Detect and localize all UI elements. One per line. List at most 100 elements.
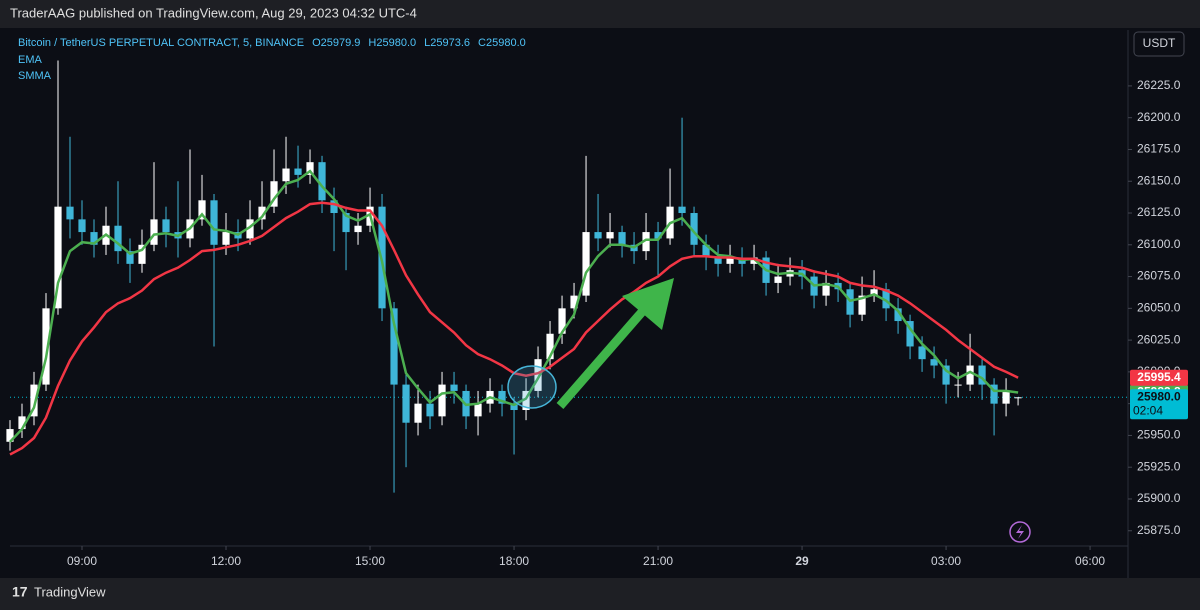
top-bar [0,0,1200,28]
candle-body [438,384,446,417]
ohlc: H25980.0 [368,37,416,49]
candle-body [198,200,206,220]
candle-body [126,251,134,264]
candle-body [654,232,662,239]
symbol-header: Bitcoin / TetherUS PERPETUAL CONTRACT, 5… [18,37,526,49]
candle-body [306,162,314,175]
y-tick-label: 25950.0 [1137,428,1181,442]
indicator-price-label-box [1130,369,1188,386]
currency[interactable]: USDT [1143,36,1176,50]
candle-body [1014,397,1022,399]
candle-body [750,257,758,264]
x-tick-label: 09:00 [67,554,97,568]
y-tick-label: 26225.0 [1137,78,1181,92]
y-tick-label: 26125.0 [1137,205,1181,219]
candle-body [90,232,98,245]
candle-body [918,346,926,360]
candle-body [690,213,698,245]
annotation-arrow [556,302,652,409]
candle-body [42,308,50,385]
candle-body [882,289,890,309]
candle-body [210,200,218,245]
candle-body [702,244,710,258]
candle-body [978,365,986,385]
candle-body [930,359,938,366]
candle-body [258,206,266,220]
publisher: TraderAAG published on TradingView.com, … [10,5,417,20]
candle-body [894,308,902,322]
candle-body [870,289,878,296]
replay-icon-bolt[interactable] [1016,525,1024,539]
candle-body [162,219,170,233]
candle-body [942,365,950,385]
ohlc: L25973.6 [424,37,470,49]
candle-body [282,168,290,182]
candle-body [954,384,962,386]
candle-body [54,206,62,309]
candle-body [426,403,434,417]
x-tick-label: 06:00 [1075,554,1105,568]
candle-body [726,257,734,264]
candle-body [150,219,158,245]
candle-body [966,365,974,385]
candle-body [594,232,602,239]
x-tick-label: 15:00 [355,554,385,568]
candle-body [990,384,998,404]
candle-body [618,232,626,245]
x-tick-label: 03:00 [931,554,961,568]
candle-body [546,333,554,360]
candle-body [402,384,410,423]
plot: 25875.025900.025925.025950.025975.026000… [6,60,1181,568]
candle-body [18,416,26,430]
bottom-bar [0,578,1200,610]
y-tick-label: 26100.0 [1137,237,1181,251]
candle-body [6,429,14,442]
candle-body [774,276,782,283]
legend-entry: SMMA [18,70,52,82]
candle-body [138,244,146,264]
y-tick-label: 26050.0 [1137,301,1181,315]
x-tick-label: 29 [795,554,809,568]
countdown: 02:04 [1133,403,1163,417]
candle-body [66,206,74,220]
candle-body [330,200,338,214]
candle-body [114,225,122,252]
y-tick-label: 26075.0 [1137,269,1181,283]
candle-body [906,321,914,347]
legend-entry: EMA [18,54,43,66]
candle-body [510,403,518,411]
candle-body [558,308,566,334]
candle-body [414,403,422,423]
candle-body [450,384,458,391]
candle-body [534,359,542,391]
replay-icon[interactable] [1009,521,1031,543]
ohlc: C25980.0 [478,37,526,49]
candle-body [342,213,350,233]
y-tick-label: 26200.0 [1137,110,1181,124]
candle-body [390,308,398,385]
candle-body [522,390,530,411]
candle-body [474,403,482,417]
candle-body [582,232,590,296]
y-tick-label: 25925.0 [1137,459,1181,473]
brand: TradingView [34,584,106,599]
annotation-arrowhead [622,278,674,330]
x-tick-label: 21:00 [643,554,673,568]
currency-button[interactable] [1133,31,1185,57]
candle-body [822,282,830,296]
candle-body [294,168,302,175]
candle-body [78,219,86,233]
candle-body [642,232,650,252]
last-price-label: 25980.0 [1137,389,1181,403]
x-tick-label: 12:00 [211,554,241,568]
candle-body [714,257,722,264]
candle-body [678,206,686,214]
candle-body [354,225,362,233]
ohlc: O25979.9 [312,37,360,49]
candle-body [570,295,578,309]
candle-body [222,232,230,245]
candle-body [606,232,614,239]
candle-body [318,162,326,201]
y-tick-label: 26175.0 [1137,142,1181,156]
annotation-circle [507,365,557,409]
